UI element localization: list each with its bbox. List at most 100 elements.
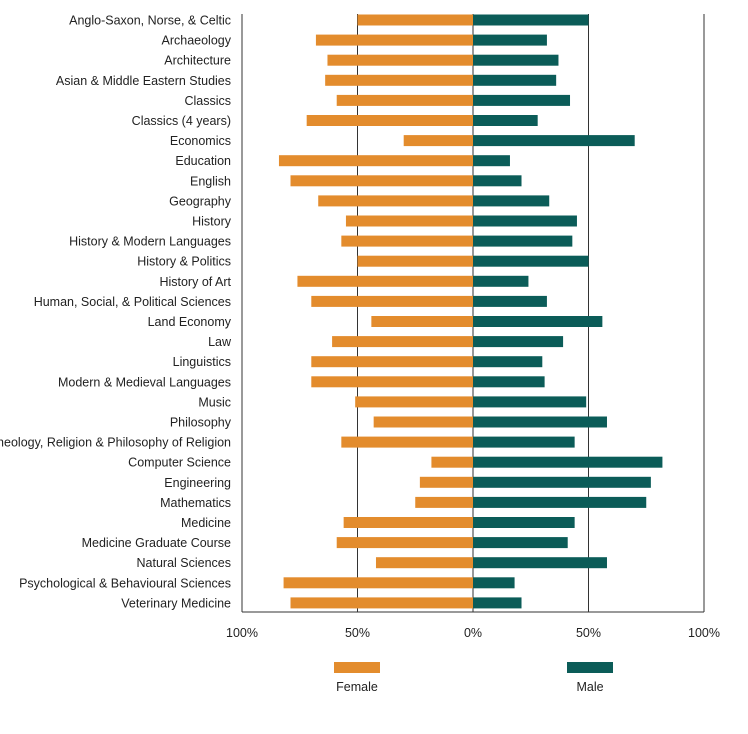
category-label: Engineering [164, 476, 231, 490]
x-tick-label: 0% [464, 626, 482, 640]
bar-female [283, 577, 473, 589]
category-label: Human, Social, & Political Sciences [34, 295, 231, 309]
bar-female [290, 175, 473, 187]
bar-male [473, 235, 573, 247]
bar-female [357, 14, 473, 26]
bar-female [341, 235, 473, 247]
category-label: Philosophy [170, 416, 232, 430]
category-label: English [190, 174, 231, 188]
bar-male [473, 577, 515, 589]
category-label: Medicine [181, 516, 231, 530]
category-label: History & Modern Languages [69, 235, 231, 249]
bar-male [473, 496, 647, 508]
bar-female [336, 94, 473, 106]
legend-label: Male [576, 680, 603, 694]
bar-male [473, 14, 589, 26]
bar-male [473, 557, 607, 569]
category-label: Mathematics [160, 496, 231, 510]
bar-male [473, 436, 575, 448]
bar-male [473, 416, 607, 428]
bar-male [473, 54, 559, 66]
category-label: Geography [169, 194, 232, 208]
legend-label: Female [336, 680, 378, 694]
bar-male [473, 195, 550, 207]
legend-swatch [334, 662, 380, 673]
bar-male [473, 517, 575, 528]
bar-male [473, 215, 577, 227]
bar-female [311, 376, 473, 388]
bar-male [473, 135, 635, 147]
bar-female [297, 275, 473, 287]
category-label: Medicine Graduate Course [82, 536, 231, 550]
bar-female [371, 316, 473, 327]
bar-male [473, 396, 587, 408]
category-label: Linguistics [173, 355, 231, 369]
category-label: Computer Science [128, 456, 231, 470]
bar-female [327, 54, 473, 66]
bar-female [278, 155, 473, 167]
bar-female [311, 356, 473, 368]
bar-female [357, 255, 473, 267]
bar-female [355, 396, 473, 408]
bar-male [473, 94, 571, 106]
bar-female [341, 436, 473, 448]
bar-female [345, 215, 473, 227]
bar-female [290, 597, 473, 609]
category-label: Architecture [164, 54, 231, 68]
bar-male [473, 115, 538, 126]
category-label: Asian & Middle Eastern Studies [56, 74, 231, 88]
bar-female [318, 195, 473, 207]
bar-male [473, 476, 651, 488]
bar-female [332, 336, 473, 348]
bars [278, 14, 663, 609]
bar-female [403, 135, 473, 147]
bar-female [306, 115, 473, 126]
category-label: Anglo-Saxon, Norse, & Celtic [69, 14, 231, 28]
bar-male [473, 597, 522, 609]
x-tick-label: 100% [226, 626, 258, 640]
x-tick-label: 50% [345, 626, 370, 640]
bar-male [473, 275, 529, 287]
bar-female [315, 34, 473, 46]
category-label: Archaeology [162, 34, 232, 48]
category-label: Education [175, 154, 231, 168]
bar-female [336, 537, 473, 549]
category-label: Land Economy [148, 315, 232, 329]
category-label: Psychological & Behavioural Sciences [19, 576, 231, 590]
legend: Female Male [334, 662, 613, 694]
category-label: Theology, Religion & Philosophy of Relig… [0, 436, 231, 450]
bar-female [375, 557, 473, 569]
bar-male [473, 155, 510, 167]
legend-swatch [567, 662, 613, 673]
grid-lines [241, 14, 705, 613]
bar-female [311, 295, 473, 307]
bar-male [473, 336, 564, 348]
bar-male [473, 175, 522, 187]
bar-male [473, 316, 603, 327]
bar-male [473, 456, 663, 468]
bar-female [419, 476, 473, 488]
category-label: History of Art [159, 275, 231, 289]
bar-female [373, 416, 473, 428]
bar-male [473, 255, 589, 267]
x-tick-label: 50% [576, 626, 601, 640]
x-tick-labels: 100% 50% 0% 50% 100% [226, 626, 720, 640]
bar-female [431, 456, 473, 468]
category-label: Classics [184, 94, 231, 108]
category-label: History [192, 215, 232, 229]
category-label: Music [198, 395, 231, 409]
category-label: History & Politics [137, 255, 231, 269]
bar-female [325, 74, 473, 86]
category-label: Law [208, 335, 232, 349]
category-label: Natural Sciences [137, 556, 232, 570]
category-label: Classics (4 years) [132, 114, 231, 128]
bar-male [473, 34, 547, 46]
bar-male [473, 74, 557, 86]
bar-male [473, 376, 545, 388]
bar-female [343, 517, 473, 528]
category-label: Economics [170, 134, 231, 148]
bar-male [473, 537, 568, 549]
bar-male [473, 356, 543, 368]
bar-male [473, 295, 547, 307]
